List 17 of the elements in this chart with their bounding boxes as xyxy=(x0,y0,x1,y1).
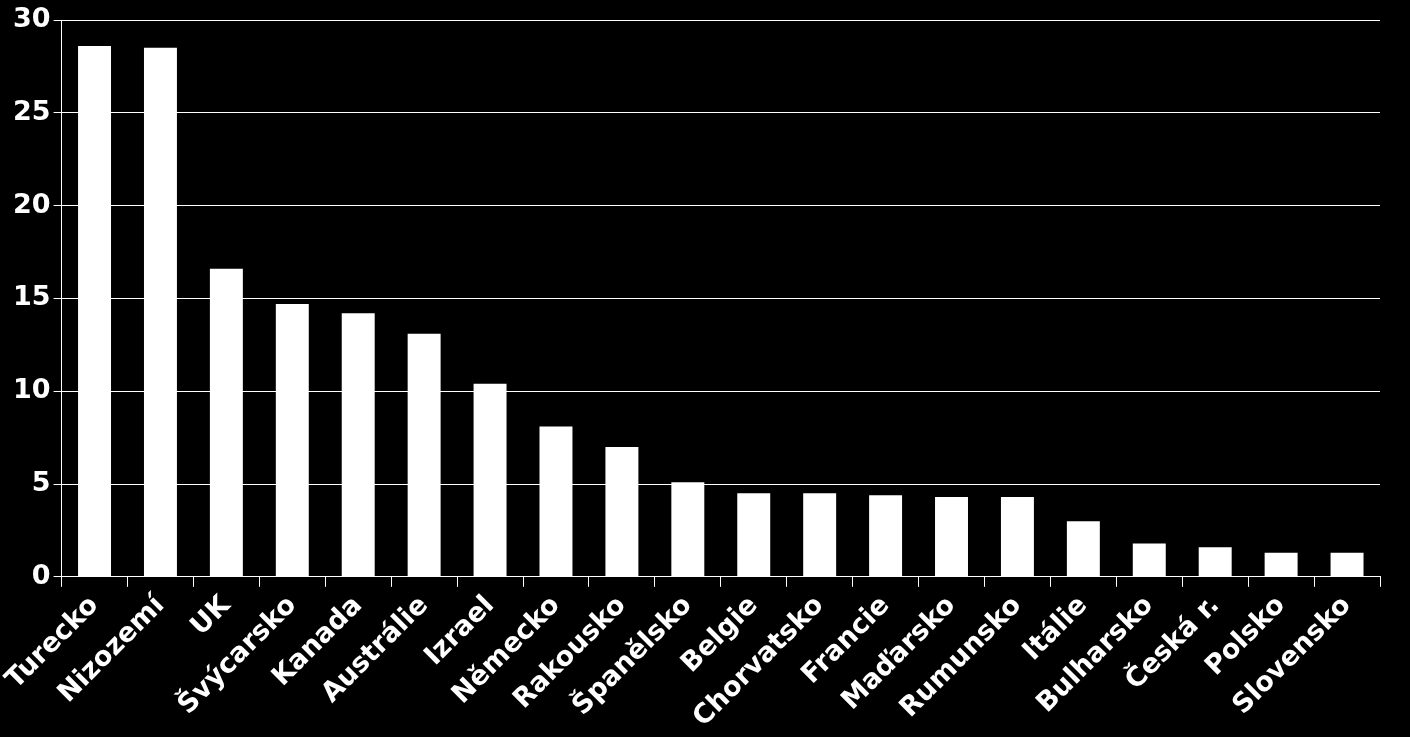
y-tick-label: 5 xyxy=(31,466,51,498)
bar xyxy=(737,493,771,577)
bar xyxy=(1066,521,1100,577)
bar xyxy=(1264,552,1298,577)
y-tick-label: 15 xyxy=(13,280,51,312)
y-tick-label: 30 xyxy=(13,2,51,34)
y-tick-label: 0 xyxy=(31,558,51,590)
bar xyxy=(803,493,837,577)
bar xyxy=(1000,497,1034,577)
y-tick-label: 20 xyxy=(13,187,51,219)
y-tick-label: 25 xyxy=(13,94,51,126)
bar xyxy=(869,495,903,577)
y-tick-label: 10 xyxy=(13,373,51,405)
bar xyxy=(1330,552,1364,577)
bar xyxy=(935,497,968,577)
bar xyxy=(1132,543,1166,577)
bar xyxy=(1198,547,1232,577)
